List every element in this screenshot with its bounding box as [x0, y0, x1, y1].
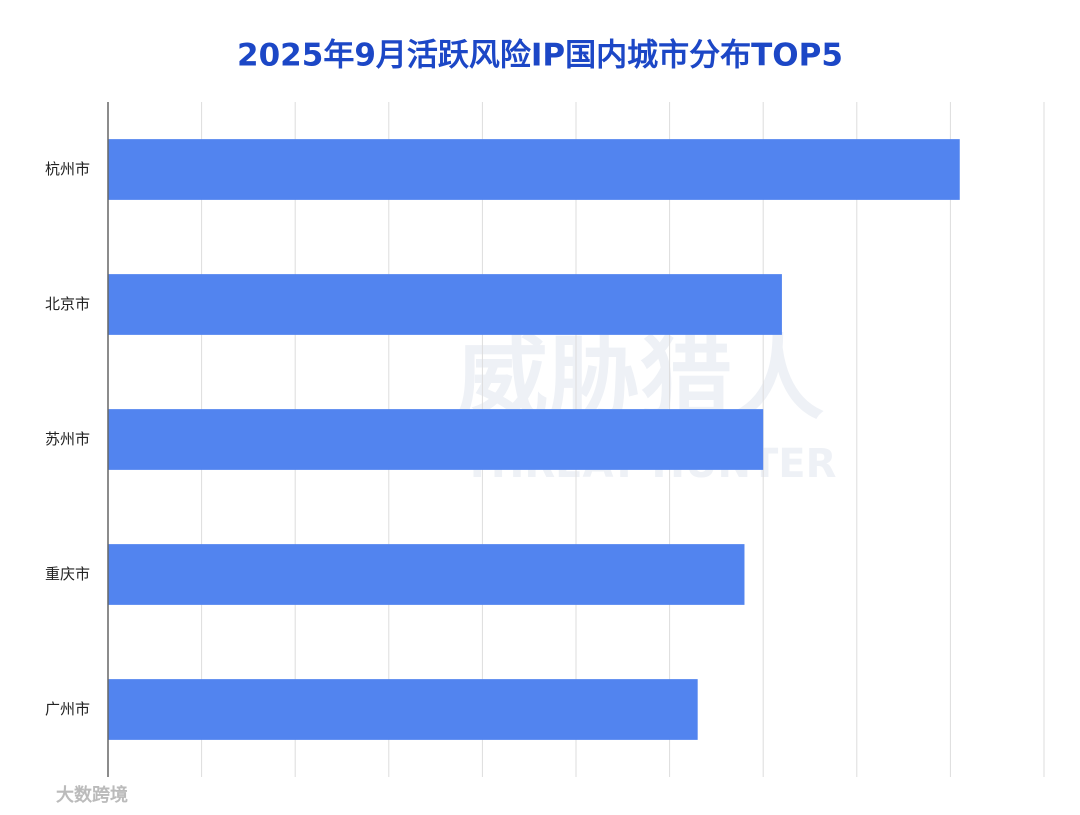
y-tick-label: 重庆市: [45, 565, 90, 583]
bar: [108, 544, 745, 605]
y-tick-label: 苏州市: [45, 430, 90, 448]
y-tick-label: 北京市: [45, 295, 90, 313]
chart-title: 2025年9月活跃风险IP国内城市分布TOP5: [237, 38, 843, 74]
source: 大数跨境: [56, 784, 128, 806]
y-tick-label: 杭州市: [45, 160, 90, 178]
bar: [108, 274, 782, 335]
bar: [108, 679, 698, 740]
bar: [108, 409, 764, 470]
y-tick-label: 广州市: [45, 700, 90, 718]
bar: [108, 139, 960, 200]
